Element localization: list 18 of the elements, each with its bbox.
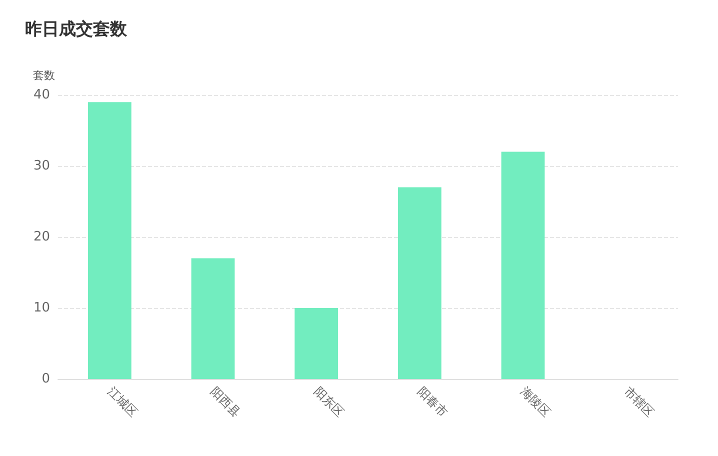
y-axis-title: 套数: [33, 69, 55, 82]
bar: [294, 308, 338, 379]
y-tick-label: 40: [33, 88, 50, 102]
y-tick-label: 0: [42, 372, 50, 386]
x-tick-label: 阳西县: [208, 384, 244, 420]
y-tick-label: 10: [33, 300, 50, 316]
x-tick-label: 市辖区: [621, 384, 657, 420]
y-tick-label: 20: [33, 230, 50, 244]
x-tick-label: 阳东区: [311, 384, 347, 420]
bar: [191, 258, 235, 379]
x-tick-label: 阳春市: [414, 384, 450, 420]
bar: [501, 152, 545, 379]
chart-title: 昨日成交套数: [25, 20, 128, 40]
x-tick-label: 海陵区: [518, 384, 554, 420]
y-tick-label: 30: [33, 158, 50, 174]
x-tick-label: 江城区: [104, 384, 140, 420]
bar: [88, 102, 132, 379]
bar: [398, 187, 442, 379]
